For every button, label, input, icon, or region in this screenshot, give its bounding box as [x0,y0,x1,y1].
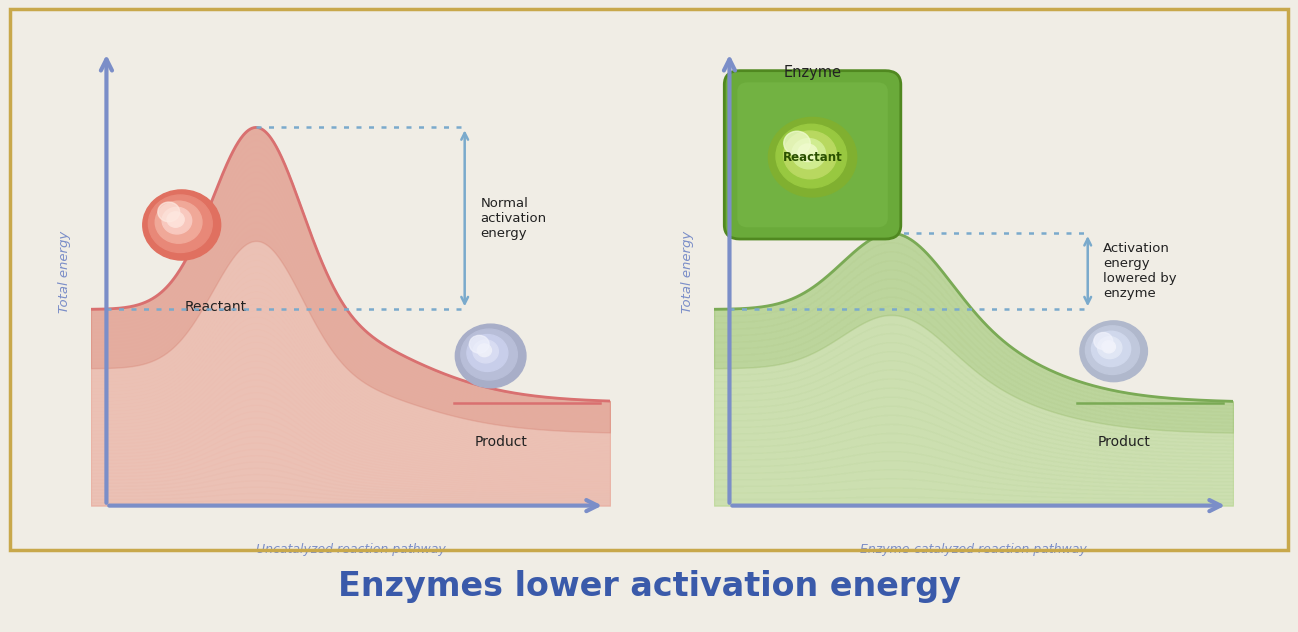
Circle shape [156,201,202,243]
Circle shape [461,329,518,380]
Text: Reactant: Reactant [783,150,842,164]
Circle shape [784,131,836,179]
Text: Total energy: Total energy [58,231,71,313]
Circle shape [467,334,508,372]
Circle shape [148,195,213,253]
Circle shape [792,138,826,169]
Circle shape [143,190,221,260]
Circle shape [456,324,526,388]
Text: Normal
activation
energy: Normal activation energy [480,197,546,240]
Text: Reactant: Reactant [184,300,247,314]
Circle shape [162,207,192,234]
Text: Enzymes lower activation energy: Enzymes lower activation energy [337,570,961,603]
FancyBboxPatch shape [724,71,901,239]
Circle shape [472,340,498,363]
Circle shape [768,118,857,197]
Circle shape [470,336,489,353]
Circle shape [1092,331,1131,367]
Circle shape [1080,321,1147,382]
Text: Product: Product [1098,435,1150,449]
Circle shape [776,125,846,188]
Text: Activation
energy
lowered by
enzyme: Activation energy lowered by enzyme [1103,242,1177,300]
Text: Enzyme: Enzyme [784,66,841,80]
Circle shape [478,344,492,356]
Text: Total energy: Total energy [681,231,694,313]
Circle shape [167,212,184,228]
FancyBboxPatch shape [737,82,888,228]
Circle shape [798,144,818,162]
Circle shape [1102,341,1115,353]
Circle shape [1098,337,1121,358]
Text: Uncatalyzed reaction pathway: Uncatalyzed reaction pathway [256,543,445,556]
Circle shape [784,131,810,155]
Circle shape [1085,326,1140,375]
Text: Enzyme-catalyzed reaction pathway: Enzyme-catalyzed reaction pathway [861,543,1086,556]
Circle shape [158,202,179,222]
Text: Product: Product [475,435,527,449]
Circle shape [1094,332,1112,349]
